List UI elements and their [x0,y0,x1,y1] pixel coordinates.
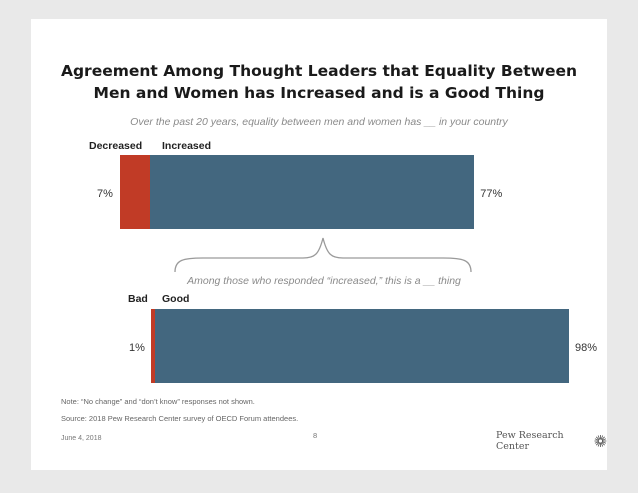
chart-title: Agreement Among Thought Leaders that Equ… [60,62,578,102]
brace-icon [174,237,472,273]
pew-logo: Pew Research Center [496,430,607,452]
bar-decreased [120,155,150,229]
chart-subtitle-1: Over the past 20 years, equality between… [130,116,508,128]
sunburst-icon [594,435,607,447]
slide-date: June 4, 2018 [61,435,102,442]
value-bad: 1% [129,342,145,354]
logo-text: Pew Research Center [496,430,564,452]
footnote: Note: “No change” and “don’t know” respo… [61,397,255,406]
value-good: 98% [574,342,597,354]
value-increased: 77% [480,188,503,200]
label-decreased: Decreased [89,140,143,152]
page-number: 8 [313,431,318,440]
chart-subtitle-2: Among those who responded “increased,” t… [187,275,461,287]
source-note: Source: 2018 Pew Research Center survey … [61,414,299,423]
bar-bad [151,309,156,383]
label-increased: Increased [162,140,212,152]
bar-increased [149,155,475,229]
label-good: Good [162,293,190,305]
label-bad: Bad [128,293,148,305]
value-decreased: 7% [97,188,113,200]
slide: Agreement Among Thought Leaders that Equ… [31,19,607,470]
bar-good [155,309,569,383]
